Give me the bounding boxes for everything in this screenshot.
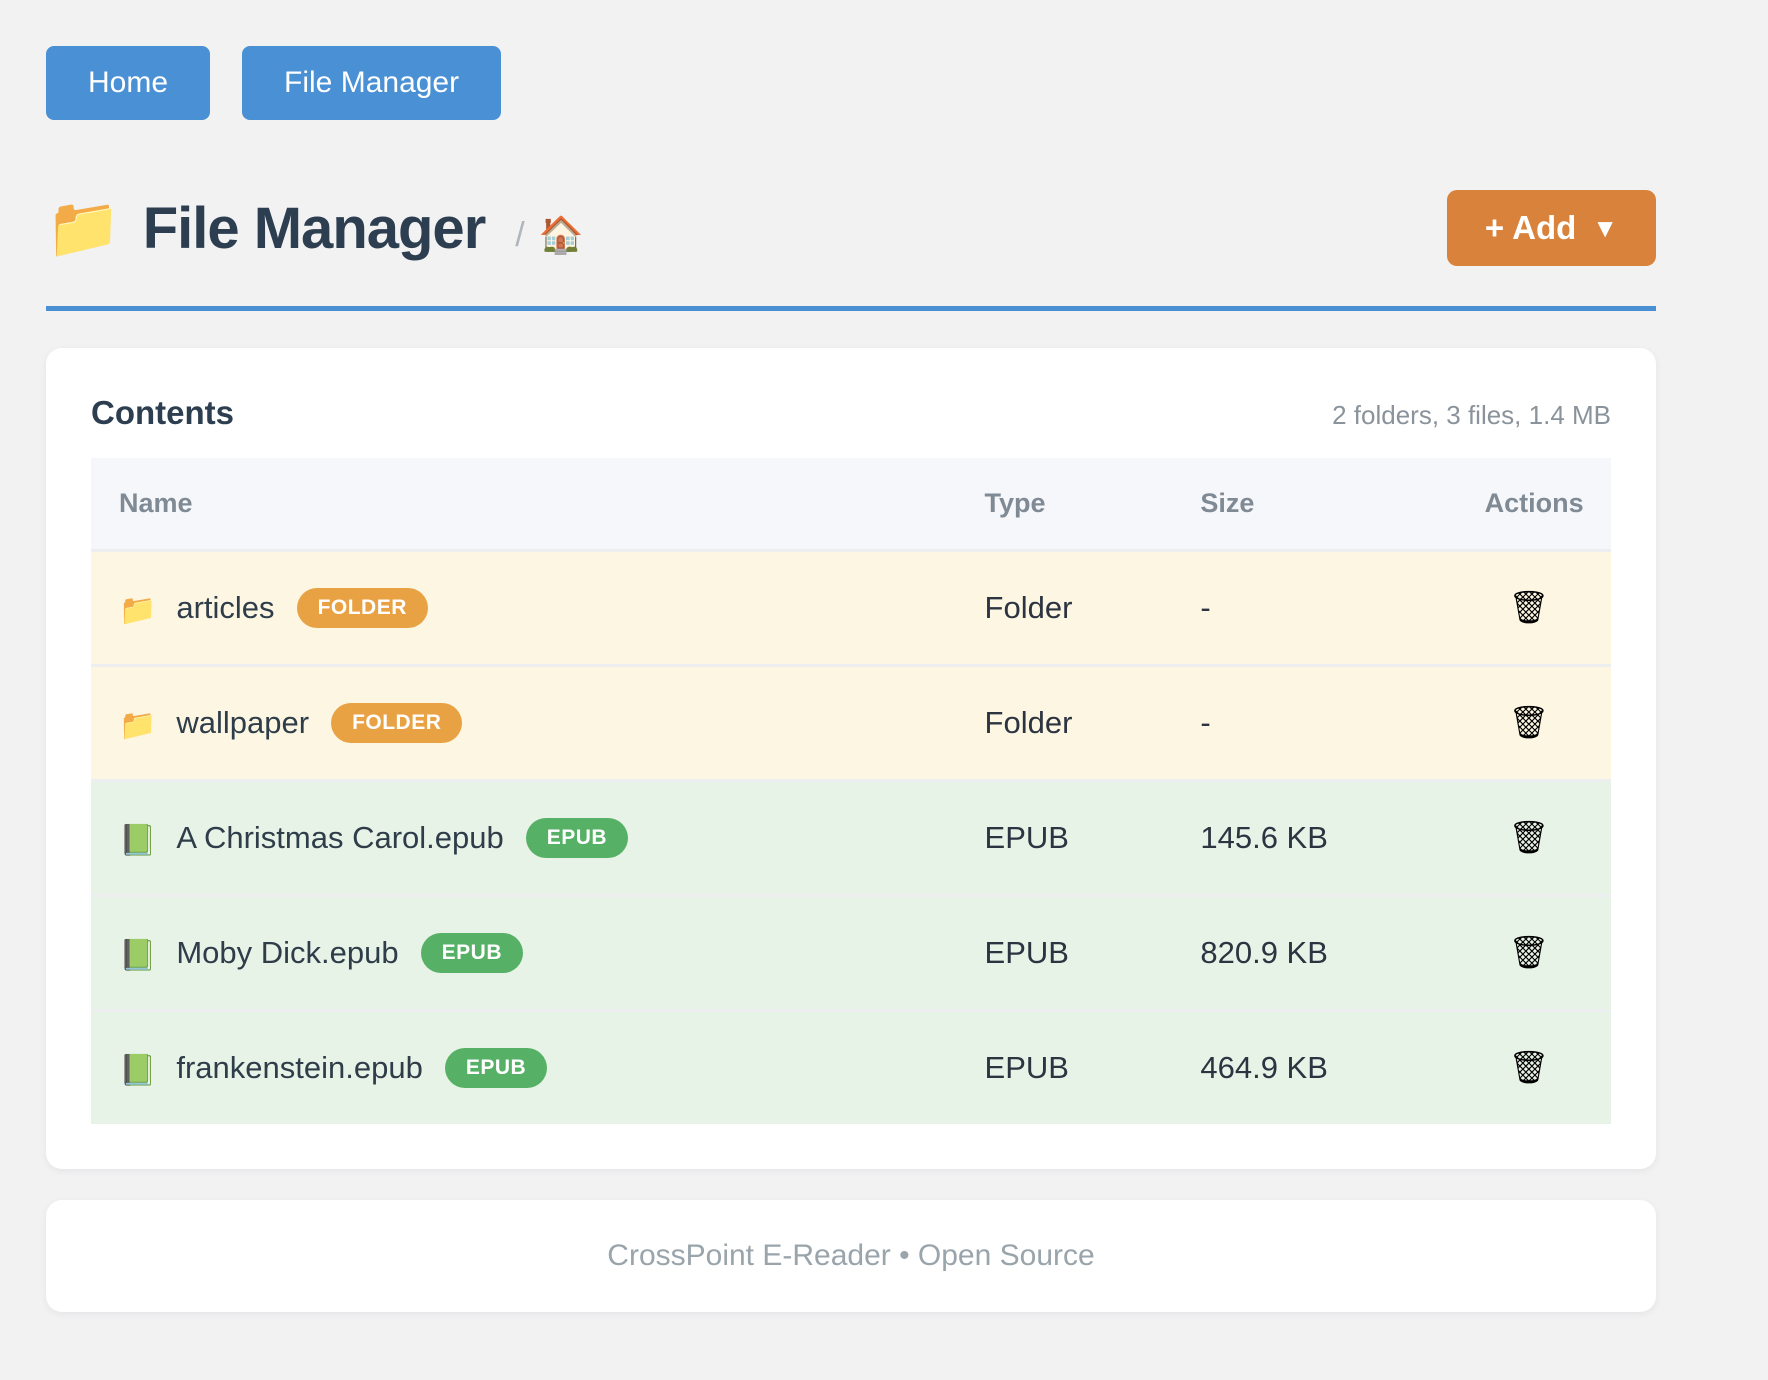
file-type: Folder	[984, 590, 1073, 625]
column-header-size: Size	[1182, 458, 1467, 551]
file-type-icon: 📗	[119, 939, 157, 972]
file-name[interactable]: articles	[176, 590, 275, 625]
file-kind-badge: EPUB	[525, 818, 629, 858]
delete-button[interactable]: 🗑	[1485, 936, 1550, 968]
file-name[interactable]: frankenstein.epub	[176, 1050, 423, 1085]
file-size: 145.6 KB	[1200, 820, 1328, 855]
column-header-actions: Actions	[1466, 458, 1611, 551]
page-container: Home File Manager 📁 File Manager / 🏠 + A…	[46, 0, 1656, 1312]
file-type: Folder	[984, 705, 1073, 740]
add-button[interactable]: + Add ▼	[1446, 190, 1656, 266]
file-type: EPUB	[984, 820, 1069, 855]
trash-icon: 🗑	[1508, 934, 1550, 970]
page-title: File Manager	[142, 195, 487, 261]
trash-icon: 🗑	[1508, 589, 1550, 625]
trash-icon: 🗑	[1508, 1049, 1550, 1085]
file-type-icon: 📁	[119, 709, 157, 742]
header-divider	[46, 306, 1656, 311]
file-size: -	[1200, 705, 1211, 740]
trash-icon: 🗑	[1508, 819, 1550, 855]
add-button-label: + Add	[1484, 209, 1577, 246]
top-nav: Home File Manager	[46, 46, 1656, 120]
folder-icon: 📁	[46, 194, 121, 261]
nav-home-button[interactable]: Home	[46, 46, 211, 120]
file-type-icon: 📗	[119, 824, 157, 857]
table-body: 📁 articles FOLDER Folder - 🗑 📁 wallpaper FOL…	[91, 550, 1611, 1124]
footer-text: CrossPoint E-Reader • Open Source	[607, 1239, 1095, 1272]
home-icon[interactable]: 🏠	[538, 214, 584, 255]
file-type: EPUB	[984, 1050, 1069, 1085]
file-size: 464.9 KB	[1200, 1050, 1328, 1085]
delete-button[interactable]: 🗑	[1485, 821, 1550, 853]
contents-summary: 2 folders, 3 files, 1.4 MB	[1332, 400, 1611, 430]
file-size: 820.9 KB	[1200, 935, 1328, 970]
contents-card: Contents 2 folders, 3 files, 1.4 MB Name…	[46, 348, 1656, 1169]
file-size: -	[1200, 590, 1211, 625]
contents-header: Contents 2 folders, 3 files, 1.4 MB	[91, 394, 1611, 432]
file-type-icon: 📁	[119, 594, 157, 627]
file-kind-badge: FOLDER	[296, 588, 428, 628]
file-kind-badge: EPUB	[420, 933, 523, 973]
file-name[interactable]: A Christmas Carol.epub	[176, 820, 504, 855]
footer-card: CrossPoint E-Reader • Open Source	[46, 1200, 1656, 1312]
contents-title: Contents	[91, 394, 234, 431]
table-row[interactable]: 📗 frankenstein.epub EPUB EPUB 464.9 KB 🗑	[91, 1010, 1611, 1124]
table-row[interactable]: 📁 wallpaper FOLDER Folder - 🗑	[91, 665, 1611, 781]
delete-button[interactable]: 🗑	[1485, 591, 1550, 623]
delete-button[interactable]: 🗑	[1485, 1051, 1550, 1083]
file-type-icon: 📗	[119, 1054, 157, 1087]
column-header-type: Type	[966, 458, 1183, 551]
file-type: EPUB	[984, 935, 1069, 970]
file-kind-badge: EPUB	[444, 1048, 548, 1088]
table-row[interactable]: 📗 Moby Dick.epub EPUB EPUB 820.9 KB 🗑	[91, 895, 1611, 1011]
breadcrumb: / 🏠	[515, 214, 583, 256]
page-header: 📁 File Manager / 🏠 + Add ▼	[46, 190, 1656, 266]
table-row[interactable]: 📗 A Christmas Carol.epub EPUB EPUB 145.6 K…	[91, 780, 1611, 896]
file-table: Name Type Size Actions 📁 articles FOLDER F…	[91, 458, 1611, 1124]
trash-icon: 🗑	[1508, 704, 1550, 740]
column-header-name: Name	[91, 458, 967, 551]
table-row[interactable]: 📁 articles FOLDER Folder - 🗑	[91, 550, 1611, 666]
file-kind-badge: FOLDER	[331, 703, 463, 743]
file-name[interactable]: Moby Dick.epub	[176, 935, 399, 970]
file-name[interactable]: wallpaper	[176, 705, 310, 740]
delete-button[interactable]: 🗑	[1485, 706, 1550, 738]
table-header: Name Type Size Actions	[91, 458, 1611, 551]
nav-file-manager-button[interactable]: File Manager	[242, 46, 502, 120]
breadcrumb-separator: /	[515, 215, 525, 254]
chevron-down-icon: ▼	[1592, 212, 1618, 243]
